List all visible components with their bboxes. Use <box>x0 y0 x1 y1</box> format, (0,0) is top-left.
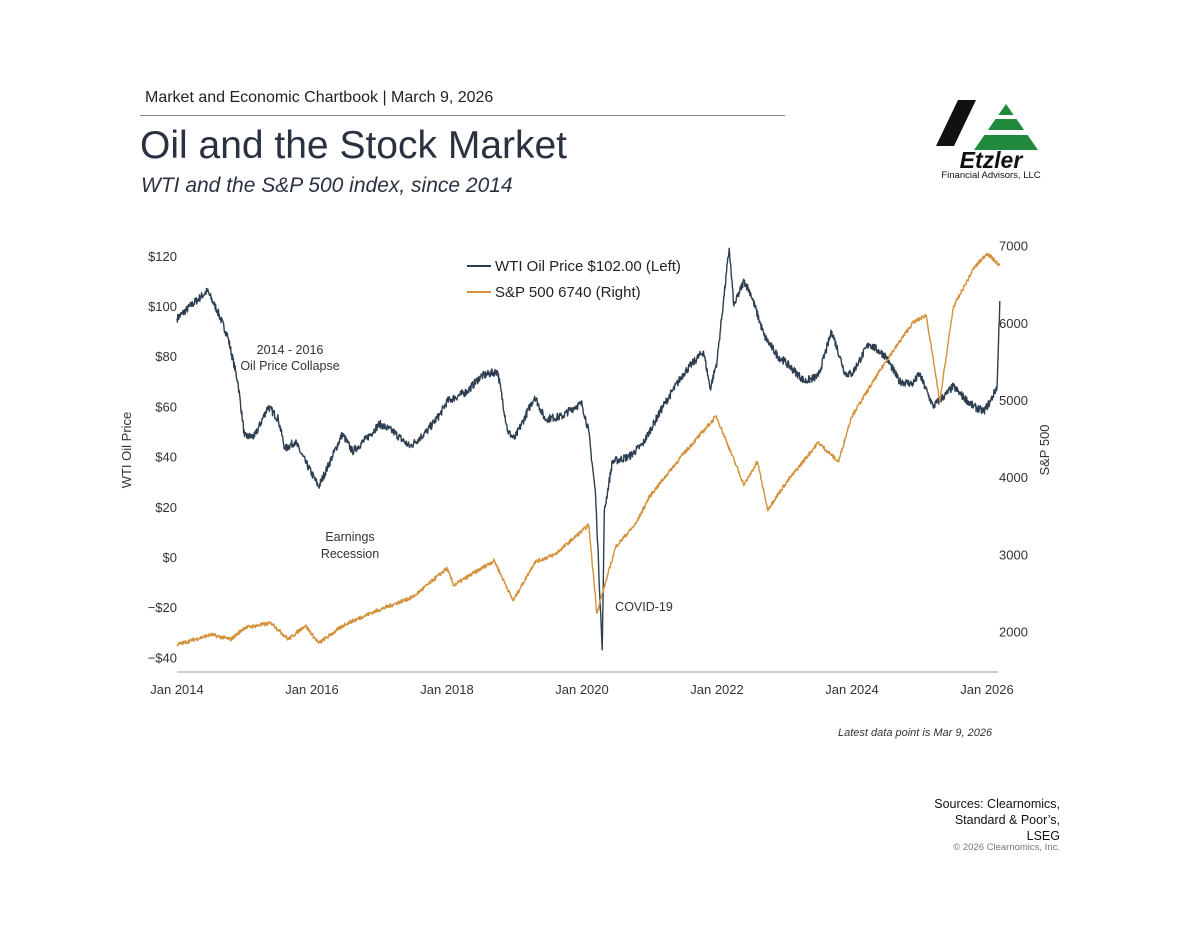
annotation-earnings-line1: Earnings <box>325 530 374 544</box>
right-tick-label: 5000 <box>999 393 1028 408</box>
logo-wordmark: Etzler <box>960 147 1024 173</box>
header-divider <box>140 115 785 116</box>
logo-triangle <box>974 104 1038 150</box>
source-line: Standard & Poor’s, <box>954 813 1060 827</box>
sp500-series-line <box>176 252 1001 647</box>
right-tick-label: 7000 <box>999 239 1028 254</box>
left-axis-label: WTI Oil Price <box>119 412 134 489</box>
x-tick-label: Jan 2022 <box>690 682 744 697</box>
logo-slash <box>936 100 976 146</box>
left-tick-label: $0 <box>163 550 177 565</box>
page-title: Oil and the Stock Market <box>140 124 568 167</box>
legend-label-wti: WTI Oil Price $102.00 (Left) <box>495 258 681 275</box>
source-line: LSEG <box>1026 829 1060 843</box>
sources: Sources: Clearnomics, Standard & Poor’s,… <box>934 796 1060 844</box>
left-tick-label: $80 <box>155 349 177 364</box>
left-tick-label: $120 <box>148 249 177 264</box>
x-tick-label: Jan 2026 <box>960 682 1014 697</box>
left-tick-label: −$40 <box>148 650 177 665</box>
right-axis-label: S&P 500 <box>1037 424 1052 475</box>
right-tick-label: 2000 <box>999 625 1028 640</box>
left-tick-label: $100 <box>148 299 177 314</box>
annotation-earnings-line2: Recession <box>321 547 379 561</box>
annotation-oil-collapse-line1: 2014 - 2016 <box>257 343 324 357</box>
x-tick-label: Jan 2014 <box>150 682 204 697</box>
latest-data-note: Latest data point is Mar 9, 2026 <box>838 727 993 739</box>
annotation-covid: COVID-19 <box>615 600 673 614</box>
source-line: Sources: Clearnomics, <box>934 797 1060 811</box>
right-tick-label: 3000 <box>999 547 1028 562</box>
x-tick-label: Jan 2020 <box>555 682 609 697</box>
logo-subtitle: Financial Advisors, LLC <box>941 170 1041 181</box>
left-tick-label: $20 <box>155 500 177 515</box>
annotation-oil-collapse-line2: Oil Price Collapse <box>240 359 339 373</box>
wti-series-line <box>176 247 1001 651</box>
left-tick-label: $60 <box>155 399 177 414</box>
legend: WTI Oil Price $102.00 (Left) S&P 500 674… <box>467 258 681 301</box>
right-tick-label: 4000 <box>999 470 1028 485</box>
x-tick-label: Jan 2018 <box>420 682 474 697</box>
etzler-logo: Etzler <box>936 100 1038 173</box>
right-tick-label: 6000 <box>999 316 1028 331</box>
left-tick-label: $40 <box>155 450 177 465</box>
legend-label-sp500: S&P 500 6740 (Right) <box>495 284 641 301</box>
x-tick-label: Jan 2016 <box>285 682 339 697</box>
chartbook-header: Market and Economic Chartbook | March 9,… <box>145 89 494 106</box>
left-tick-label: −$20 <box>148 600 177 615</box>
x-tick-label: Jan 2024 <box>825 682 879 697</box>
copyright: © 2026 Clearnomics, Inc. <box>953 842 1060 853</box>
page-subtitle: WTI and the S&P 500 index, since 2014 <box>141 174 513 197</box>
